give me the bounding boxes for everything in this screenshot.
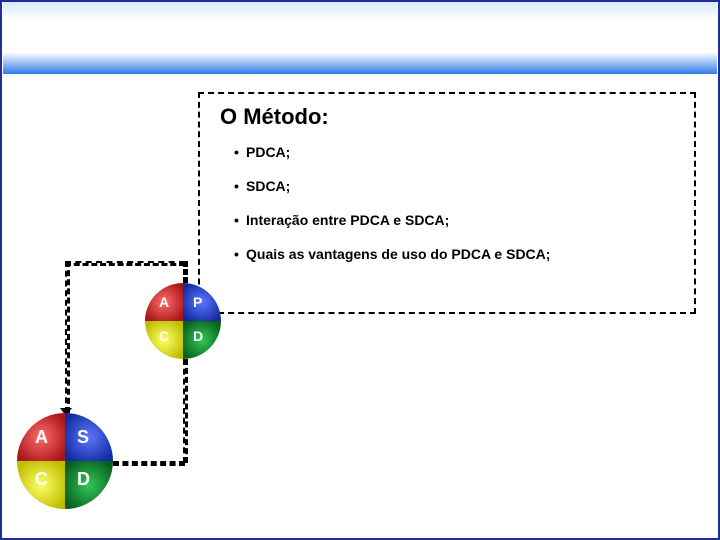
sdca-cycle-diagram: A S C D <box>17 413 113 509</box>
connector-line <box>65 261 70 413</box>
quad-label: S <box>77 427 89 448</box>
quad-label: A <box>159 294 169 310</box>
list-item: Quais as vantagens de uso do PDCA e SDCA… <box>234 246 680 262</box>
quad-label: D <box>77 469 90 490</box>
slide-frame: O Método: PDCA; SDCA; Interação entre PD… <box>0 0 720 540</box>
quad-label: C <box>159 328 169 344</box>
list-item: SDCA; <box>234 178 680 194</box>
quad-label: A <box>35 427 48 448</box>
header-gradient-band <box>3 2 717 74</box>
arrowhead-down-icon <box>60 408 72 416</box>
list-item: PDCA; <box>234 144 680 160</box>
quad-label: C <box>35 469 48 490</box>
quad-label: D <box>193 328 203 344</box>
panel-title: O Método: <box>220 104 680 130</box>
connector-line <box>65 261 185 266</box>
connector-line <box>113 461 185 466</box>
bullet-list: PDCA; SDCA; Interação entre PDCA e SDCA;… <box>234 144 680 262</box>
connector-line <box>183 359 188 463</box>
list-item: Interação entre PDCA e SDCA; <box>234 212 680 228</box>
method-panel: O Método: PDCA; SDCA; Interação entre PD… <box>198 92 696 314</box>
sdca-circle-icon <box>17 413 113 509</box>
